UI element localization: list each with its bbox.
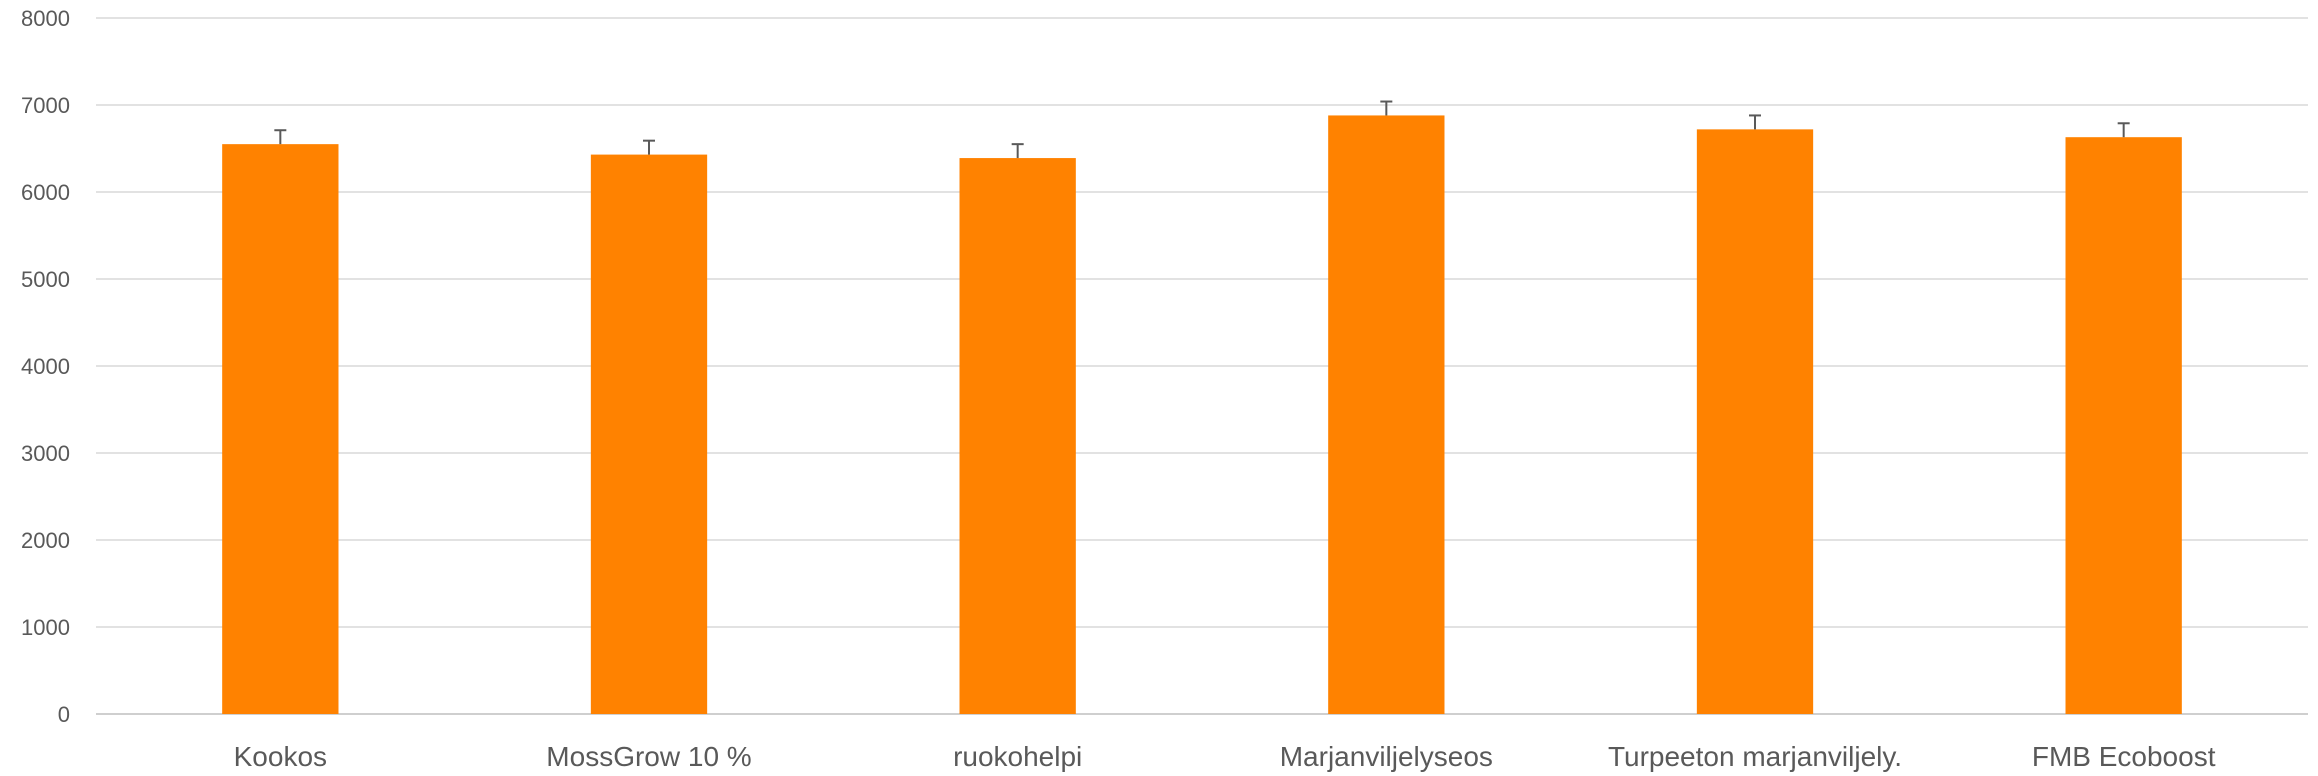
x-tick-label: MossGrow 10 % [546, 741, 751, 772]
y-tick-label: 2000 [21, 528, 70, 553]
y-tick-label: 1000 [21, 615, 70, 640]
bar [590, 154, 708, 715]
bar [1696, 129, 1814, 715]
x-tick-label: Kookos [234, 741, 327, 772]
y-tick-label: 0 [58, 702, 70, 727]
y-tick-label: 6000 [21, 180, 70, 205]
gridlines [96, 17, 2308, 715]
y-axis-ticks: 0 1000 2000 3000 4000 5000 6000 7000 8000 [21, 6, 70, 727]
y-tick-label: 7000 [21, 93, 70, 118]
error-bars [274, 100, 2130, 159]
y-tick-label: 3000 [21, 441, 70, 466]
y-tick-label: 5000 [21, 267, 70, 292]
x-tick-label: FMB Ecoboost [2032, 741, 2216, 772]
x-tick-label: ruokohelpi [953, 741, 1082, 772]
y-tick-label: 4000 [21, 354, 70, 379]
bar [959, 158, 1076, 714]
bars [222, 115, 2182, 715]
bar [1328, 115, 1445, 714]
x-tick-label: Marjanviljelyseos [1280, 741, 1493, 772]
bar [222, 144, 339, 714]
bar [2065, 137, 2182, 714]
x-tick-label: Turpeeton marjanviljely. [1608, 741, 1902, 772]
x-axis-ticks: Kookos MossGrow 10 % ruokohelpi Marjanvilje… [234, 741, 2216, 772]
y-tick-label: 8000 [21, 6, 70, 31]
